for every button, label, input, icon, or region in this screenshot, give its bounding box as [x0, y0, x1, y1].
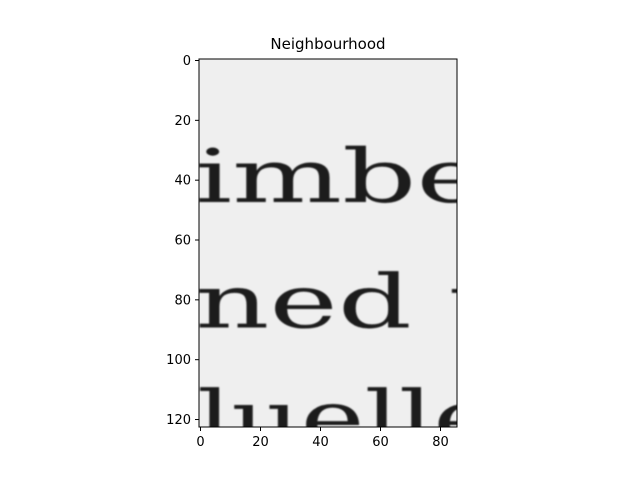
image-text-line: ned t	[195, 260, 495, 346]
x-tick-label: 60	[372, 435, 389, 450]
y-axis: 0 20 40 60 80 100 120	[166, 54, 199, 428]
y-tick-label: 60	[174, 234, 191, 249]
x-tick-label: 20	[252, 435, 269, 450]
image-text-line: luelle	[197, 375, 497, 461]
x-axis: 0 20 40 60 80	[196, 427, 449, 450]
y-tick-label: 120	[166, 413, 191, 428]
y-tick-label: 40	[174, 174, 191, 189]
image-text-line: imbe	[195, 134, 485, 220]
y-tick-label: 80	[174, 293, 191, 308]
x-tick-label: 80	[432, 435, 449, 450]
axes-frame	[198, 58, 458, 428]
x-tick-label: 40	[312, 435, 329, 450]
y-tick-label: 100	[166, 353, 191, 368]
plot-area: imbe ned t luelle	[195, 58, 497, 461]
image-background	[199, 59, 457, 427]
chart-title: Neighbourhood	[270, 35, 385, 53]
image-glyphs: imbe ned t luelle	[195, 134, 497, 461]
y-tick-label: 20	[174, 114, 191, 129]
y-tick-label: 0	[183, 54, 191, 69]
x-tick-label: 0	[196, 435, 204, 450]
